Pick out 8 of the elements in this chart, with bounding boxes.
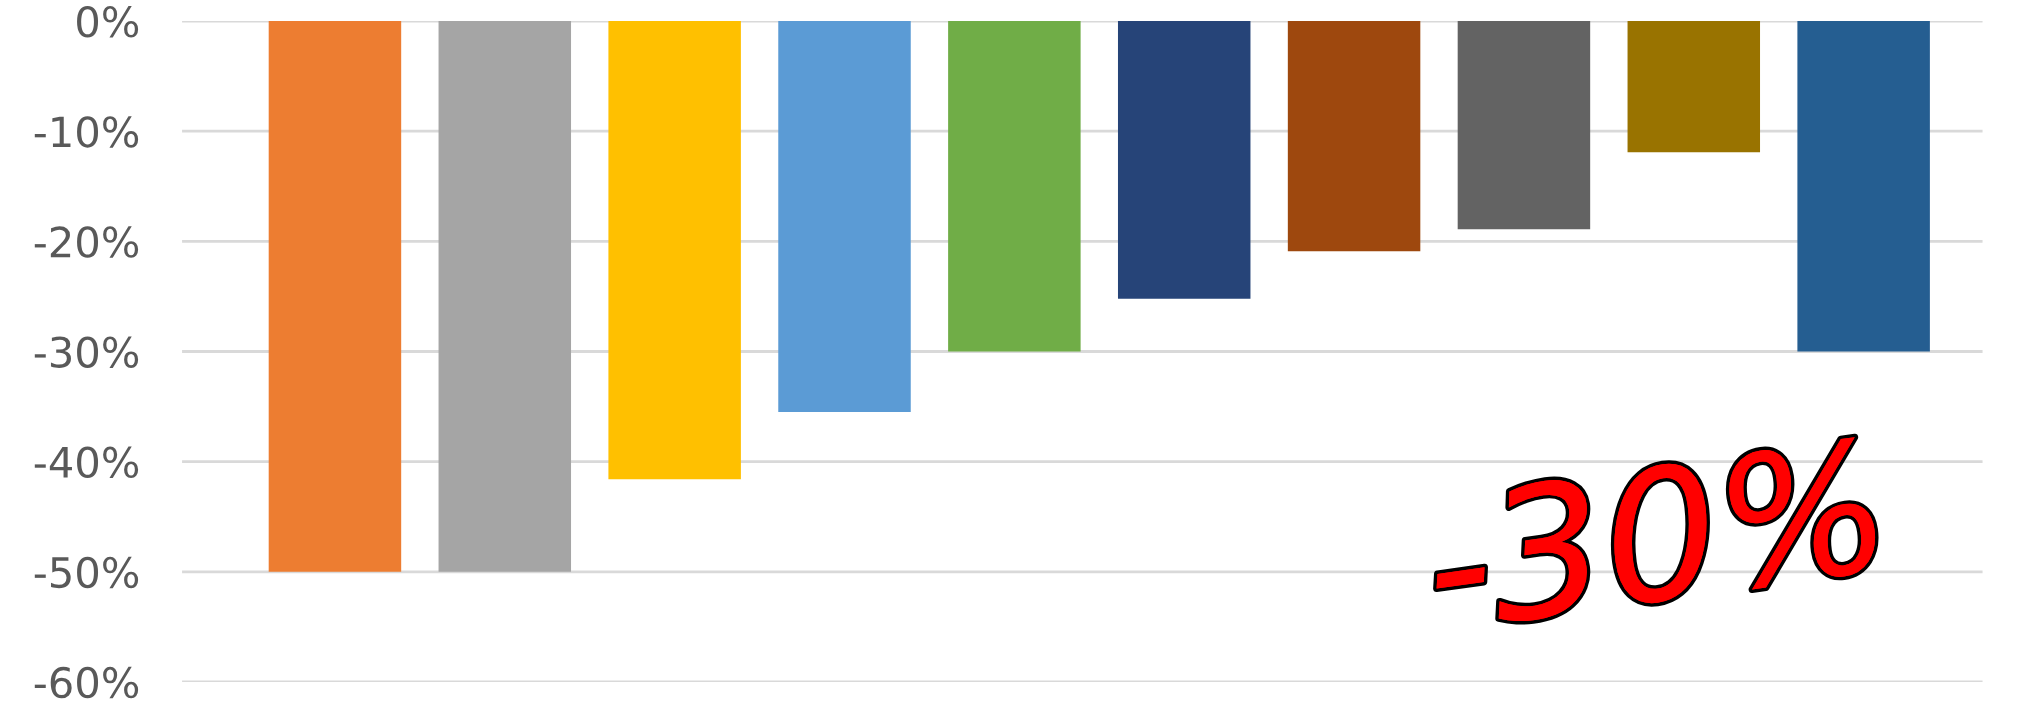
y-tick-label: -50% xyxy=(34,556,139,589)
y-tick-label: 0% xyxy=(77,6,139,38)
y-tick-label: -30% xyxy=(34,336,139,368)
annotation: -30% xyxy=(1423,436,1881,633)
y-tick-label: -20% xyxy=(34,226,139,258)
y-tick-label: -60% xyxy=(34,666,139,699)
y-tick-label: -40% xyxy=(34,446,139,479)
y-tick-label: -10% xyxy=(34,116,139,148)
